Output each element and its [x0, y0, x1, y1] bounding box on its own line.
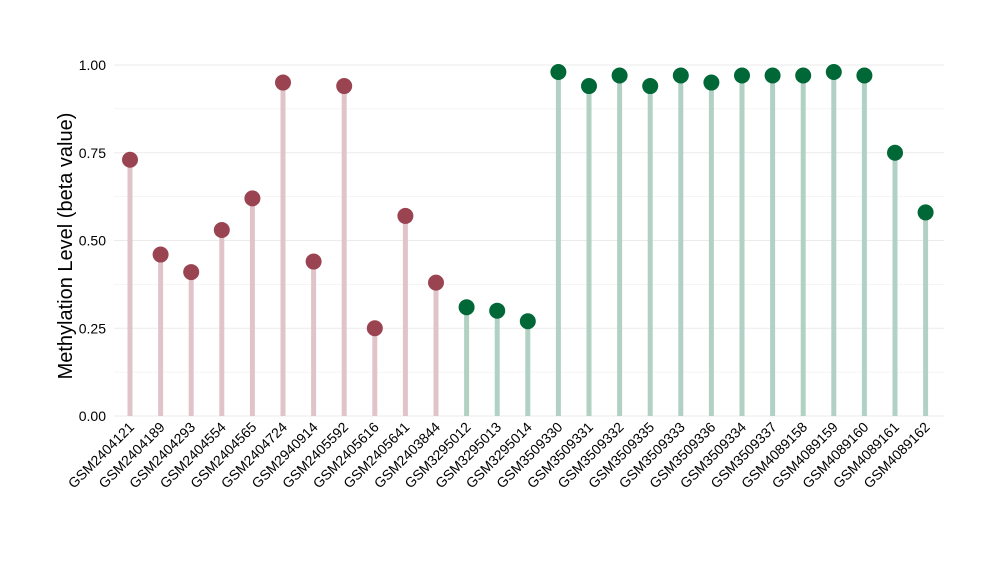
- lollipop-point: [672, 67, 689, 84]
- lollipop-point: [581, 78, 597, 95]
- x-axis-ticks: GSM2404121GSM2404189GSM2404293GSM2404554…: [65, 419, 933, 492]
- y-axis-title: Methylation Level (beta value): [55, 113, 77, 380]
- lollipop-point: [275, 74, 291, 91]
- y-tick-label: 0.25: [79, 320, 106, 336]
- y-axis-ticks: 0.00 0.25 0.50 0.75 1.00: [79, 57, 106, 424]
- lollipop-point: [458, 299, 475, 316]
- lollipop-point: [305, 253, 322, 270]
- y-tick-label: 0.00: [79, 408, 106, 424]
- lollipop-point: [825, 64, 842, 81]
- lollipop-point: [795, 67, 812, 84]
- lollipop-point: [397, 207, 414, 224]
- lollipop-point: [428, 274, 444, 291]
- lollipop-point: [244, 190, 261, 207]
- lollipop-point: [642, 78, 659, 95]
- lollipop-point: [917, 204, 934, 221]
- y-tick-label: 0.50: [79, 233, 106, 249]
- y-tick-label: 1.00: [79, 57, 106, 73]
- lollipop-point: [734, 67, 750, 84]
- lollipop-point: [519, 313, 536, 330]
- lollipop-point: [366, 320, 383, 337]
- lollipop-point: [550, 64, 567, 81]
- lollipop-point: [856, 67, 873, 84]
- lollipop-point: [611, 67, 628, 84]
- lollipop-points: [122, 64, 934, 337]
- lollipop-point: [764, 67, 781, 84]
- lollipop-point: [213, 221, 230, 238]
- lollipop-point: [336, 78, 353, 95]
- lollipop-point: [152, 246, 169, 263]
- y-tick-label: 0.75: [79, 145, 106, 161]
- lollipop-point: [887, 144, 903, 161]
- lollipop-point: [183, 264, 200, 281]
- lollipop-point: [703, 74, 720, 91]
- lollipop-point: [122, 151, 138, 168]
- lollipop-stems: [127, 72, 929, 416]
- lollipop-point: [489, 302, 506, 319]
